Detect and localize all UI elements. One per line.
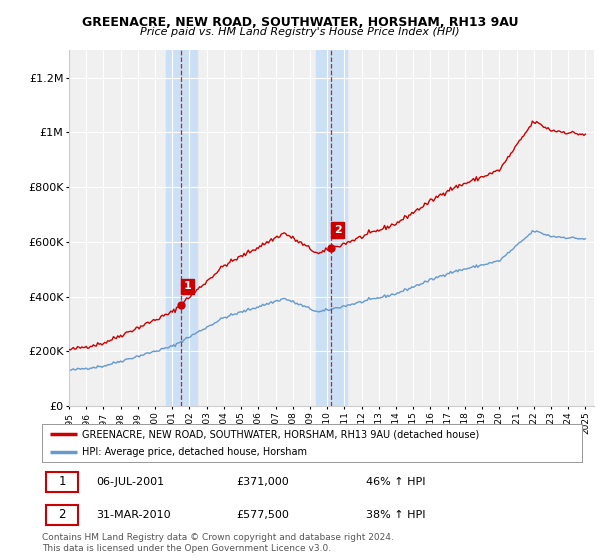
Text: HPI: Average price, detached house, Horsham: HPI: Average price, detached house, Hors… — [83, 447, 308, 457]
Text: 1: 1 — [184, 282, 191, 291]
Text: £371,000: £371,000 — [236, 477, 289, 487]
Text: 1: 1 — [58, 475, 66, 488]
Text: GREENACRE, NEW ROAD, SOUTHWATER, HORSHAM, RH13 9AU (detached house): GREENACRE, NEW ROAD, SOUTHWATER, HORSHAM… — [83, 429, 480, 439]
Bar — [316, 50, 347, 406]
Text: Price paid vs. HM Land Registry's House Price Index (HPI): Price paid vs. HM Land Registry's House … — [140, 27, 460, 37]
Text: 2: 2 — [58, 508, 66, 521]
Text: GREENACRE, NEW ROAD, SOUTHWATER, HORSHAM, RH13 9AU: GREENACRE, NEW ROAD, SOUTHWATER, HORSHAM… — [82, 16, 518, 29]
Text: 31-MAR-2010: 31-MAR-2010 — [96, 510, 170, 520]
Bar — [166, 50, 197, 406]
Text: £577,500: £577,500 — [236, 510, 289, 520]
Text: 38% ↑ HPI: 38% ↑ HPI — [366, 510, 425, 520]
Text: 06-JUL-2001: 06-JUL-2001 — [96, 477, 164, 487]
Text: 46% ↑ HPI: 46% ↑ HPI — [366, 477, 425, 487]
FancyBboxPatch shape — [46, 505, 77, 525]
Text: 2: 2 — [334, 225, 341, 235]
Text: Contains HM Land Registry data © Crown copyright and database right 2024.
This d: Contains HM Land Registry data © Crown c… — [42, 533, 394, 553]
FancyBboxPatch shape — [46, 472, 77, 492]
